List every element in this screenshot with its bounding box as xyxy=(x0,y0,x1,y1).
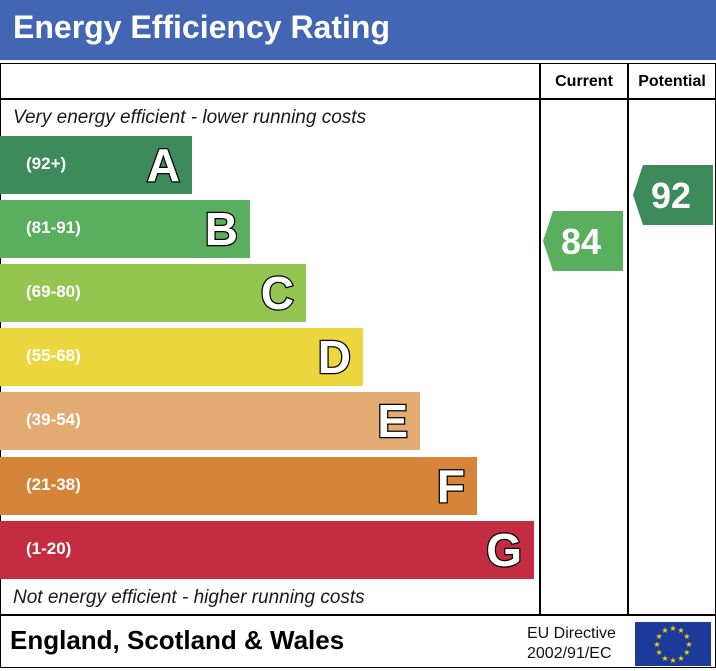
footer-divider xyxy=(0,614,716,616)
band-range-label: (69-80) xyxy=(26,282,81,301)
band-letter: G xyxy=(485,523,523,578)
band-range-label: (39-54) xyxy=(26,410,81,429)
potential-column-divider xyxy=(627,63,629,616)
eu-star: ★ xyxy=(677,626,684,635)
band-letter: A xyxy=(146,138,182,193)
band-a: (92+) A xyxy=(0,136,192,194)
band-b: (81-91) B xyxy=(0,200,250,258)
top-note: Very energy efficient - lower running co… xyxy=(13,107,367,128)
eu-star: ★ xyxy=(683,648,690,657)
band-d: (55-68) D xyxy=(0,328,363,386)
band-range-label: (92+) xyxy=(26,154,67,173)
eu-directive-line2: 2002/91/EC xyxy=(527,645,612,662)
potential-arrow-shape xyxy=(633,165,713,225)
current-arrow-shape xyxy=(543,211,623,271)
current-rating-arrow: 84 xyxy=(543,211,623,271)
bottom-note: Not energy efficient - higher running co… xyxy=(13,587,365,608)
band-range-label: (81-91) xyxy=(26,218,81,237)
eu-star: ★ xyxy=(653,640,660,649)
eu-directive-line1: EU Directive xyxy=(527,625,616,642)
page-title: Energy Efficiency Rating xyxy=(13,9,390,45)
current-column-divider xyxy=(539,63,541,616)
band-letter: C xyxy=(260,266,296,321)
band-f: (21-38) F xyxy=(0,457,477,515)
band-range-label: (55-68) xyxy=(26,346,81,365)
band-letter: F xyxy=(436,459,467,514)
region-label: England, Scotland & Wales xyxy=(10,625,345,655)
eu-star: ★ xyxy=(683,632,690,641)
band-letter: E xyxy=(376,394,409,449)
band-range-label: (21-38) xyxy=(26,475,81,494)
eu-directive: EU Directive 2002/91/EC xyxy=(527,624,616,664)
eu-star: ★ xyxy=(661,626,668,635)
eu-star: ★ xyxy=(669,624,676,633)
eu-star: ★ xyxy=(669,656,676,665)
eu-flag-icon: ★ ★ ★ ★ ★ ★ ★ ★ ★ ★ ★ ★ xyxy=(635,622,711,666)
eu-star: ★ xyxy=(677,654,684,663)
header-divider xyxy=(0,98,716,100)
title-bar: Energy Efficiency Rating xyxy=(0,0,716,60)
band-c: (69-80) C xyxy=(0,264,306,322)
potential-rating-arrow: 92 xyxy=(633,165,713,225)
eu-star: ★ xyxy=(656,648,663,657)
current-rating-value: 84 xyxy=(561,221,602,262)
band-letter: D xyxy=(317,330,353,385)
eu-star: ★ xyxy=(685,640,692,649)
band-range-label: (1-20) xyxy=(26,539,72,558)
current-column-header: Current xyxy=(555,73,613,90)
band-letter: B xyxy=(204,202,240,257)
band-g: (1-20) G xyxy=(0,521,534,579)
potential-rating-value: 92 xyxy=(651,175,692,216)
potential-column-header: Potential xyxy=(638,73,706,90)
eu-star: ★ xyxy=(656,632,663,641)
eu-star: ★ xyxy=(661,654,668,663)
band-e: (39-54) E xyxy=(0,392,420,450)
